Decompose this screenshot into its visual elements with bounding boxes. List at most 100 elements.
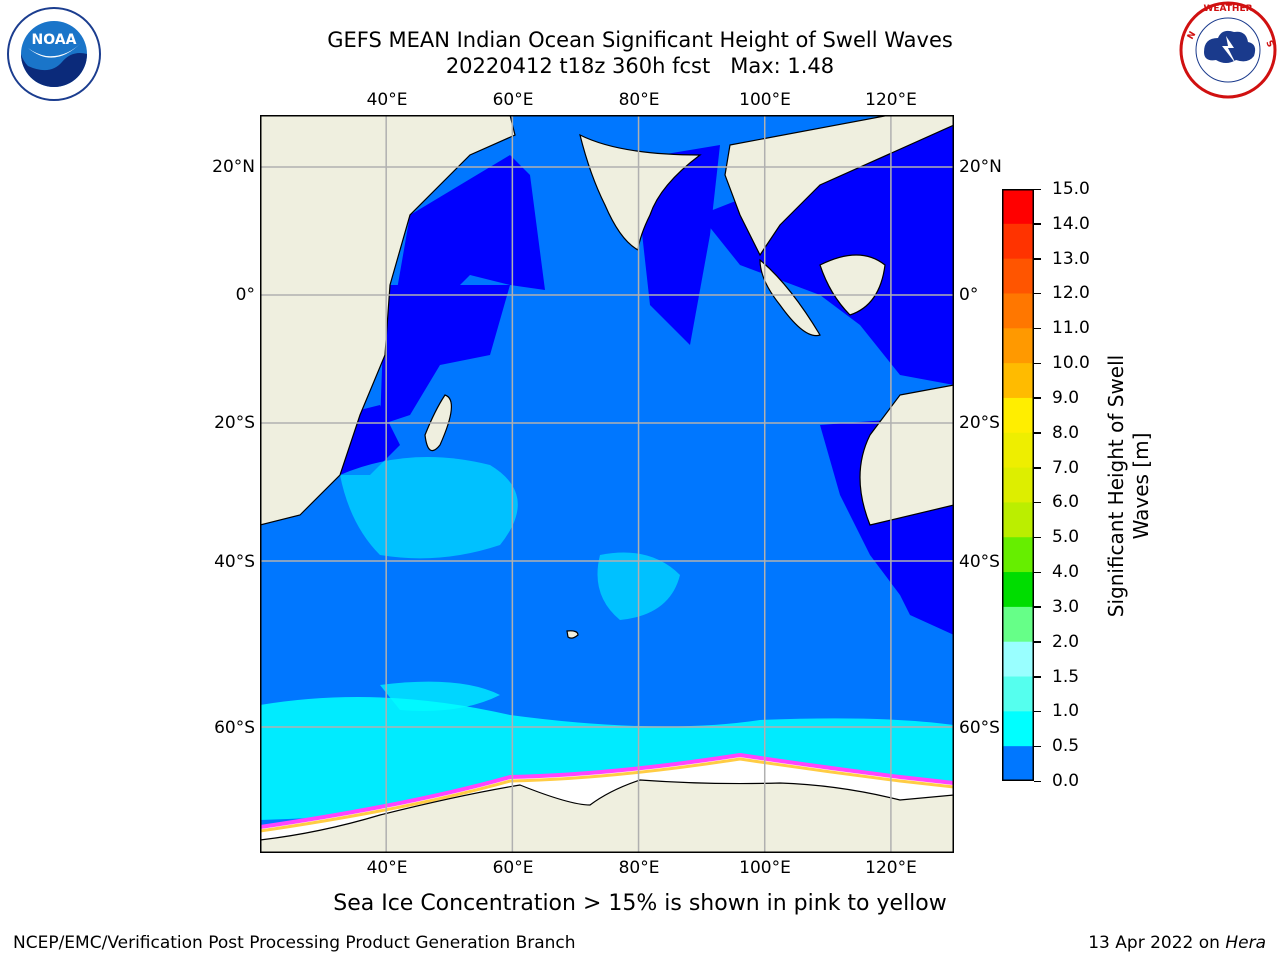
svg-text:WEATHER: WEATHER [1203, 4, 1252, 14]
colorbar-tick [1034, 501, 1041, 504]
colorbar-tick-label: 3.0 [1052, 596, 1080, 617]
colorbar-title: Significant Height of Swell Waves [m] [1104, 328, 1154, 644]
lat-tick-right-60s: 60°S [959, 718, 1000, 738]
colorbar-band [1002, 711, 1034, 747]
sea-ice-edge-pink [259, 752, 955, 829]
lon-tick-bottom-120e: 120°E [865, 858, 917, 878]
colorbar-tick [1034, 223, 1041, 225]
colorbar-frame [1002, 189, 1034, 781]
colorbar-tick-label: 15.0 [1052, 179, 1090, 199]
colorbar-band [1002, 606, 1034, 643]
colorbar-tick [1034, 676, 1041, 678]
colorbar-band [1002, 397, 1034, 434]
colorbar-tick [1034, 292, 1041, 295]
colorbar-tick [1034, 606, 1041, 608]
colorbar-tick-label: 14.0 [1052, 213, 1090, 234]
antarctica-landmass [259, 779, 955, 854]
colorbar-tick [1034, 710, 1041, 713]
kerguelen-island [566, 630, 579, 639]
colorbar-tick-label: 5.0 [1052, 527, 1080, 548]
footer-date-text: 13 Apr 2022 on [1088, 933, 1226, 953]
graticule [260, 115, 954, 853]
colorbar-tick [1034, 327, 1041, 330]
colorbar-tick [1034, 536, 1041, 539]
colorbar-tick-label: 12.0 [1052, 283, 1090, 304]
colorbar-title-line1: Significant Height of Swell [1104, 354, 1128, 618]
sea-ice-caption: Sea Ice Concentration > 15% is shown in … [333, 891, 947, 916]
lat-tick-left-60s: 60°S [214, 718, 255, 738]
colorbar-tick-label: 1.5 [1052, 666, 1080, 687]
colorbar-tick [1034, 397, 1041, 399]
lat-tick-left-20n: 20°N [212, 157, 255, 177]
sea-ice-edge-yellow [259, 757, 955, 833]
lat-tick-right-0: 0° [959, 285, 979, 305]
colorbar-graphic [1002, 189, 1034, 782]
colorbar-tick [1034, 432, 1041, 434]
colorbar [1002, 189, 1034, 782]
lon-tick-top-100e: 100°E [739, 90, 791, 110]
colorbar-band [1002, 502, 1034, 538]
lat-tick-right-20n: 20°N [959, 157, 1002, 177]
colorbar-band [1002, 746, 1034, 782]
map-frame [260, 115, 954, 853]
lat-tick-left-0: 0° [235, 285, 255, 305]
colorbar-tick-label: 8.0 [1052, 422, 1080, 443]
colorbar-tick-label: 7.0 [1052, 457, 1080, 478]
colorbar-tick [1034, 188, 1041, 190]
lat-tick-right-20s: 20°S [959, 413, 1000, 433]
colorbar-band [1002, 189, 1034, 225]
map-title: GEFS MEAN Indian Ocean Significant Heigh… [327, 28, 953, 52]
colorbar-tick [1034, 467, 1041, 469]
svg-text:N: N [1186, 30, 1198, 42]
lat-tick-right-40s: 40°S [959, 552, 1000, 572]
colorbar-band [1002, 223, 1034, 260]
colorbar-band [1002, 432, 1034, 469]
colorbar-band [1002, 328, 1034, 364]
colorbar-band [1002, 467, 1034, 503]
colorbar-tick-label: 10.0 [1052, 353, 1090, 374]
colorbar-band [1002, 293, 1034, 329]
lon-tick-bottom-40e: 40°E [366, 858, 408, 878]
colorbar-tick [1034, 258, 1041, 260]
colorbar-band [1002, 676, 1034, 712]
colorbar-band [1002, 572, 1034, 608]
lon-tick-top-120e: 120°E [865, 90, 917, 110]
colorbar-tick [1034, 571, 1041, 574]
colorbar-tick [1034, 641, 1041, 643]
nws-logo-graphic: N WEATHER S [1179, 1, 1277, 99]
noaa-logo: NOAA [6, 6, 102, 102]
colorbar-tick [1034, 745, 1041, 748]
footer-date: 13 Apr 2022 on Hera [1088, 933, 1266, 953]
australia-landmass [859, 384, 955, 526]
map-panel[interactable] [259, 114, 955, 854]
colorbar-tick [1034, 362, 1041, 365]
lon-tick-top-40e: 40°E [366, 90, 408, 110]
noaa-logo-text: NOAA [32, 32, 77, 48]
colorbar-tick-label: 9.0 [1052, 387, 1080, 408]
colorbar-band [1002, 258, 1034, 294]
nws-logo: N WEATHER S [1176, 0, 1280, 100]
svg-text:S: S [1263, 39, 1275, 49]
lat-tick-left-20s: 20°S [214, 413, 255, 433]
map-subtitle: 20220412 t18z 360h fcst Max: 1.48 [445, 54, 835, 78]
noaa-logo-graphic: NOAA [7, 7, 101, 101]
lon-tick-top-80e: 80°E [618, 90, 660, 110]
colorbar-tick-label: 0.0 [1052, 771, 1080, 791]
footer-branch: NCEP/EMC/Verification Post Processing Pr… [13, 933, 576, 953]
sumatra [759, 258, 821, 337]
lon-tick-top-60e: 60°E [492, 90, 534, 110]
colorbar-tick-label: 13.0 [1052, 248, 1090, 269]
colorbar-band [1002, 537, 1034, 573]
colorbar-tick-label: 4.0 [1052, 562, 1080, 583]
colorbar-tick [1034, 780, 1041, 782]
india-landmass [579, 133, 702, 251]
map-canvas[interactable] [259, 114, 955, 854]
lon-tick-bottom-60e: 60°E [492, 858, 534, 878]
lon-tick-bottom-80e: 80°E [618, 858, 660, 878]
colorbar-band [1002, 363, 1034, 399]
footer-host: Hera [1225, 933, 1266, 953]
lon-tick-bottom-100e: 100°E [739, 858, 791, 878]
colorbar-tick-label: 6.0 [1052, 492, 1080, 513]
colorbar-tick-label: 1.0 [1052, 701, 1080, 722]
colorbar-tick-label: 0.5 [1052, 736, 1080, 757]
